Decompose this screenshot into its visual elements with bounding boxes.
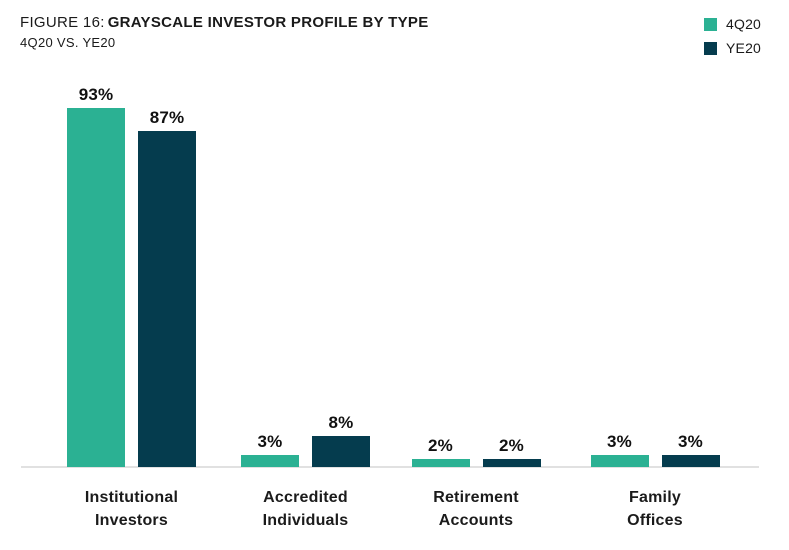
category-label-accredited-individuals: Accredited Individuals — [262, 489, 349, 529]
category-label-retirement-accounts: Retirement Accounts — [433, 489, 519, 529]
legend-label-ye20: YE20 — [726, 40, 762, 56]
chart-title-text: GRAYSCALE INVESTOR PROFILE BY TYPE — [107, 14, 429, 31]
chart-subtitle: 4Q20 VS. YE20 — [20, 35, 116, 50]
x-axis-line — [21, 466, 759, 468]
bar-ye20-institutional-investors — [138, 131, 196, 467]
bar-ye20-family-offices — [661, 455, 720, 467]
value-label-ye20-retirement-accounts: 2% — [499, 436, 524, 455]
value-label-4q20-institutional-investors: 93% — [78, 85, 114, 104]
value-label-4q20-retirement-accounts: 2% — [428, 436, 453, 455]
category-label-institutional-investors: Institutional Investors — [84, 489, 179, 529]
bar-ye20-retirement-accounts — [482, 459, 541, 467]
bar-4q20-institutional-investors — [67, 108, 125, 467]
chart-header: FIGURE 16: GRAYSCALE INVESTOR PROFILE BY … — [20, 14, 429, 50]
value-label-4q20-family-offices: 3% — [607, 432, 632, 451]
legend-swatch-4q20 — [704, 17, 717, 31]
value-label-4q20-accredited-individuals: 3% — [257, 432, 283, 451]
category-label-family-offices: Family Offices — [627, 489, 683, 529]
value-label-ye20-institutional-investors: 87% — [149, 108, 185, 127]
bar-4q20-retirement-accounts — [411, 459, 470, 467]
figure-number-label: FIGURE 16: — [20, 14, 105, 31]
bar-4q20-family-offices — [590, 455, 649, 467]
bar-4q20-accredited-individuals — [241, 455, 299, 467]
chart-legend: 4Q20 YE20 — [704, 17, 761, 65]
legend-label-4q20: 4Q20 — [726, 16, 762, 32]
chart-title: FIGURE 16: GRAYSCALE INVESTOR PROFILE BY … — [20, 14, 429, 32]
value-label-ye20-accredited-individuals: 8% — [328, 413, 354, 432]
bar-ye20-accredited-individuals — [312, 436, 370, 467]
legend-item-ye20: YE20 — [704, 41, 761, 55]
legend-swatch-ye20 — [704, 41, 717, 55]
legend-item-4q20: 4Q20 — [704, 17, 761, 31]
value-label-ye20-family-offices: 3% — [678, 432, 703, 451]
